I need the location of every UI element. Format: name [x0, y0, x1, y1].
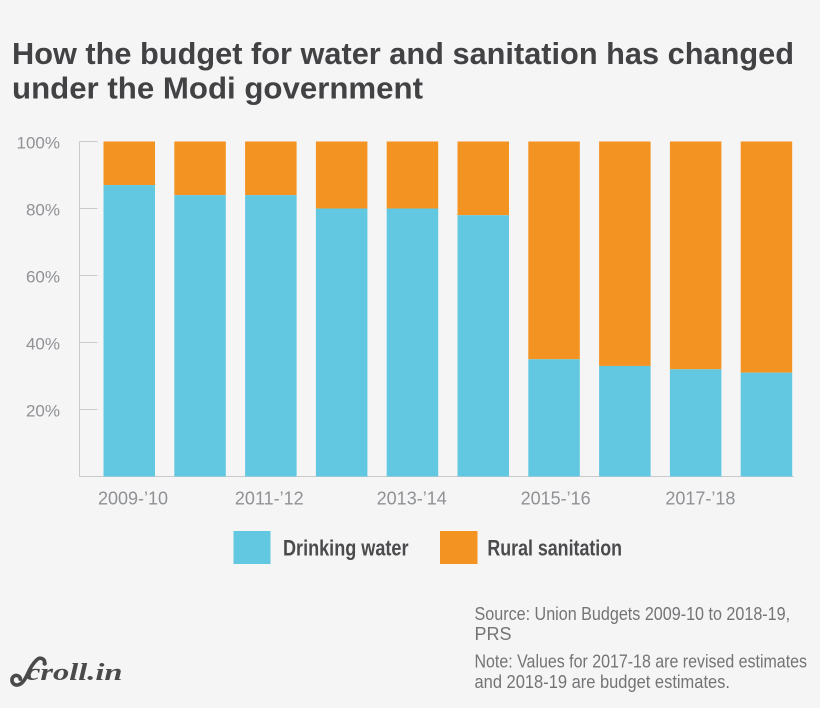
svg-text:40%: 40% [26, 335, 60, 354]
svg-text:Rural sanitation: Rural sanitation [487, 536, 622, 561]
svg-text:2017-’18: 2017-’18 [665, 488, 735, 508]
svg-text:Note: Values for 2017-18 are r: Note: Values for 2017-18 are revised est… [475, 652, 808, 672]
svg-text:20%: 20% [26, 402, 60, 421]
svg-text:60%: 60% [26, 268, 60, 287]
svg-text:How the budget for water and s: How the budget for water and sanitation … [12, 36, 794, 71]
svg-text:2013-’14: 2013-’14 [377, 488, 447, 508]
svg-text:PRS: PRS [475, 624, 512, 644]
svg-text:Source: Union Budgets 2009-10: Source: Union Budgets 2009-10 to 2018-19… [475, 604, 791, 624]
svg-text:2011-’12: 2011-’12 [235, 488, 304, 508]
svg-text:100%: 100% [17, 134, 60, 153]
svg-text:80%: 80% [26, 201, 60, 220]
svg-text:2015-’16: 2015-’16 [521, 488, 591, 508]
svg-text:croll.in: croll.in [26, 659, 123, 686]
svg-text:2009-’10: 2009-’10 [98, 488, 168, 508]
svg-text:and 2018-19 are budget estimat: and 2018-19 are budget estimates. [475, 672, 731, 692]
svg-text:under the Modi government: under the Modi government [12, 70, 423, 105]
svg-text:Drinking water: Drinking water [283, 536, 409, 561]
